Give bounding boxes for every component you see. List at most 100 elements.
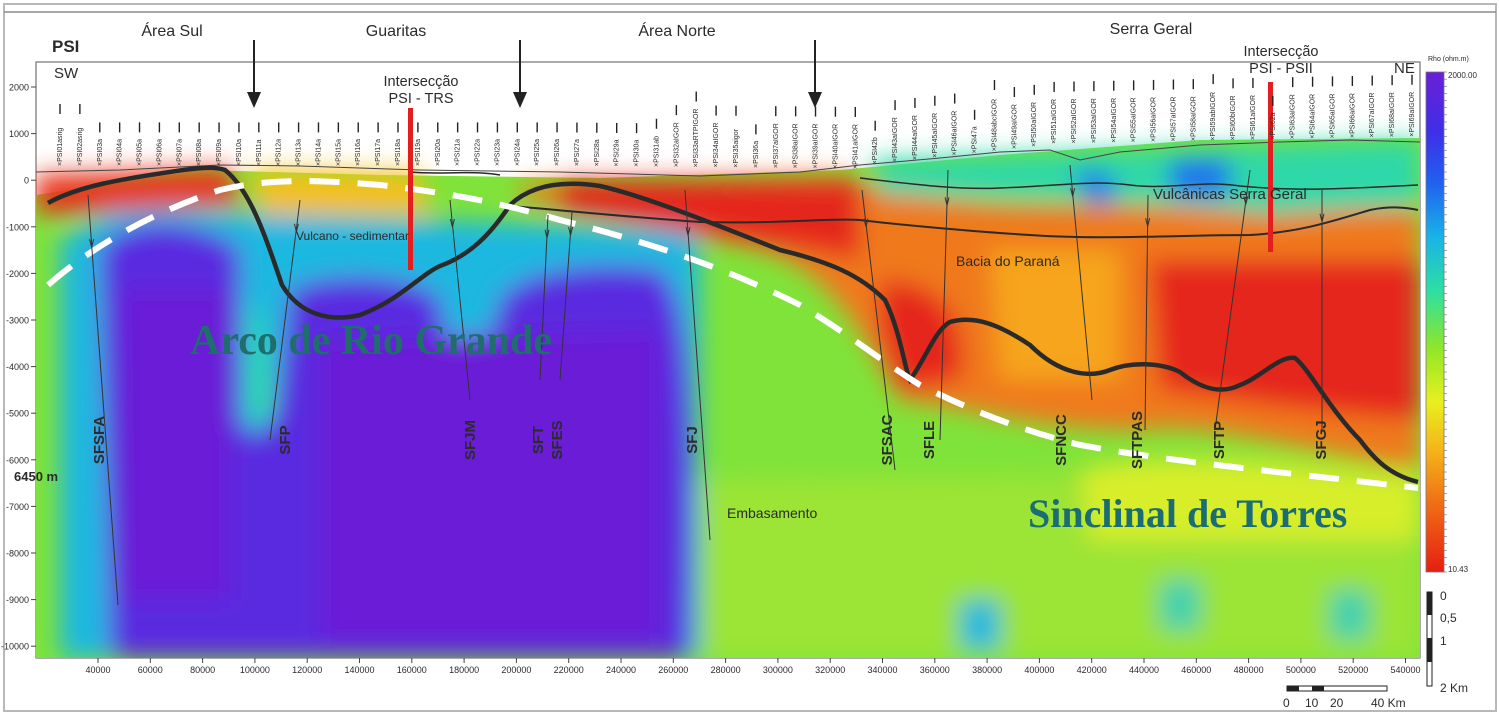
svg-text:×PSI27a: ×PSI27a [574, 139, 581, 166]
station-marker: ×PSI29a [614, 122, 621, 167]
station-marker: ×PSI54aIGOR [1111, 80, 1118, 143]
svg-text:×PSI05a: ×PSI05a [137, 139, 144, 166]
fault-label: SFLE [921, 421, 938, 459]
fault-label: SFJM [462, 420, 479, 460]
station-marker: ×PSI28a [594, 122, 601, 166]
station-marker: ×PSI57aIGOR [1170, 79, 1177, 142]
station-marker: ×PSI56aIGOR [1151, 79, 1158, 142]
fault-label: SFGJ [1313, 420, 1330, 459]
vertical-scale: 0 0,5 1 2 Km [1426, 589, 1468, 695]
fault-label: SFNCC [1053, 414, 1070, 466]
station-marker: ×PSI19a [415, 122, 422, 166]
section-boundary-arrows [247, 40, 822, 108]
svg-text:×PSI16a: ×PSI16a [355, 139, 362, 166]
distance-tick: 480000 [1234, 665, 1264, 675]
svg-text:×PSI08a: ×PSI08a [196, 139, 203, 166]
station-marker: ×PSI04a [117, 122, 124, 166]
station-marker: ×PSI44aIGOR [912, 97, 919, 160]
svg-text:×PSI57aIGOR: ×PSI57aIGOR [1170, 97, 1177, 142]
station-marker: ×PSI01asrig [57, 104, 64, 166]
fault-sfj: SFJ [684, 189, 711, 541]
svg-text:×PSI44aIGOR: ×PSI44aIGOR [912, 115, 919, 160]
fault-sfle: SFLE [921, 169, 950, 459]
svg-text:×PSI11a: ×PSI11a [256, 139, 263, 166]
fault-sft: SFT [530, 214, 550, 454]
depth-marker: 6450 m [14, 469, 58, 484]
svg-text:×PSI02asrig: ×PSI02asrig [77, 128, 84, 166]
fault-label: SFES [549, 420, 566, 459]
station-marker: ×PSI50aIGOR [1031, 84, 1038, 147]
distance-axis: 40000 60000 80000 100000 120000 140000 160000 1… [85, 658, 1421, 675]
svg-text:×PSI49aIGOR: ×PSI49aIGOR [1011, 104, 1018, 149]
station-marker: ×PSI27a [574, 122, 581, 166]
svg-text:×PSI35aigor: ×PSI35aigor [733, 128, 740, 167]
station-marker: ×PSI51aIGOR [1051, 81, 1058, 144]
svg-text:×PSI69aIGOR: ×PSI69aIGOR [1409, 92, 1416, 137]
direction-left: SW [54, 65, 79, 82]
svg-text:×PSI62a: ×PSI62a [1270, 112, 1277, 139]
svg-text:×PSI10a: ×PSI10a [236, 139, 243, 166]
distance-tick: 540000 [1390, 665, 1420, 675]
station-marker: ×PSI68aIGOR [1389, 75, 1396, 137]
svg-text:×PSI37aIGOR: ×PSI37aIGOR [773, 123, 780, 168]
station-marker: ×PSI33aRTPIGOR [693, 91, 700, 168]
svg-text:×PSI21a: ×PSI21a [455, 139, 462, 166]
colorbar-ticks [1444, 71, 1447, 573]
station-marker: ×PSI48abcIGOR [991, 80, 998, 151]
unit-vulcanicas-serra-geral: Vulcânicas Serra Geral [1153, 186, 1307, 203]
svg-text:×PSI29a: ×PSI29a [614, 139, 621, 166]
vscale-2km: 2 Km [1440, 681, 1468, 695]
svg-text:×PSI56aIGOR: ×PSI56aIGOR [1151, 97, 1158, 142]
station-marker: ×PSI08a [196, 122, 203, 166]
distance-tick: 180000 [449, 665, 479, 675]
distance-tick: 240000 [606, 665, 636, 675]
distance-tick: 140000 [344, 665, 374, 675]
distance-tick: 340000 [867, 665, 897, 675]
region-guaritas: Guaritas [366, 23, 426, 40]
distance-tick: 440000 [1129, 665, 1159, 675]
svg-text:×PSI32aIGOR: ×PSI32aIGOR [673, 122, 680, 167]
svg-text:×PSI43aIGOR: ×PSI43aIGOR [892, 117, 899, 162]
depth-tick: -9000 [6, 595, 29, 605]
fault-sfsfa: SFSFA [87, 194, 119, 606]
svg-text:×PSI45aIGOR: ×PSI45aIGOR [932, 113, 939, 158]
unit-bacia-do-parana: Bacia do Paraná [956, 253, 1060, 269]
structure-arco-de-rio-grande: Arco de Rio Grande [190, 318, 552, 364]
station-marker: ×PSI24a [514, 122, 521, 166]
svg-text:×PSI06a: ×PSI06a [156, 139, 163, 166]
svg-text:×PSI61aIGOR: ×PSI61aIGOR [1250, 95, 1257, 140]
svg-text:×PSI41aIGOR: ×PSI41aIGOR [852, 124, 859, 169]
depth-tick: -10000 [1, 642, 29, 652]
unit-embasamento: Embasamento [727, 505, 817, 521]
svg-text:×PSI60bIGOR: ×PSI60bIGOR [1230, 95, 1237, 140]
station-marker: ×PSI38aIGOR [793, 106, 800, 168]
fault-lines: SFSFA SFP SFJM SFT SFES SFJ SFSAC SFLE SFNCC SFTP… [87, 164, 1330, 606]
svg-text:×PSI42b: ×PSI42b [872, 137, 879, 164]
station-marker: ×PSI52aIGOR [1071, 81, 1078, 144]
station-marker: ×PSI65aIGOR [1329, 76, 1336, 138]
depth-tick: 1000 [9, 129, 29, 139]
svg-text:×PSI52aIGOR: ×PSI52aIGOR [1071, 99, 1078, 144]
direction-right: NE [1394, 60, 1415, 77]
station-marker: ×PSI02asrig [77, 104, 84, 166]
svg-text:×PSI33aRTPIGOR: ×PSI33aRTPIGOR [693, 109, 700, 168]
station-marker: ×PSI39aIGOR [813, 106, 820, 169]
svg-text:×PSI19a: ×PSI19a [415, 139, 422, 166]
distance-tick: 360000 [920, 665, 950, 675]
station-marker: ×PSI34aIGOR [713, 105, 720, 168]
station-marker: ×PSI62a [1270, 95, 1277, 140]
structure-sinclinal-de-torres: Sinclinal de Torres [1028, 491, 1347, 536]
svg-text:×PSI31ab: ×PSI31ab [653, 136, 660, 167]
svg-text:×PSI67aIGOR: ×PSI67aIGOR [1369, 93, 1376, 138]
station-marker: ×PSI45aIGOR [932, 95, 939, 158]
svg-text:×PSI30a: ×PSI30a [634, 140, 641, 167]
station-marker: ×PSI17a [375, 122, 382, 166]
distance-tick: 520000 [1338, 665, 1368, 675]
hscale-40km: 40 Km [1371, 696, 1406, 710]
station-marker: ×PSI41aIGOR [852, 106, 859, 169]
distance-tick: 260000 [658, 665, 688, 675]
station-marker: ×PSI66aIGOR [1349, 75, 1356, 138]
svg-text:×PSI55aIGOR: ×PSI55aIGOR [1131, 97, 1138, 142]
svg-text:×PSI18a: ×PSI18a [395, 139, 402, 166]
svg-text:×PSI26a: ×PSI26a [554, 139, 561, 166]
